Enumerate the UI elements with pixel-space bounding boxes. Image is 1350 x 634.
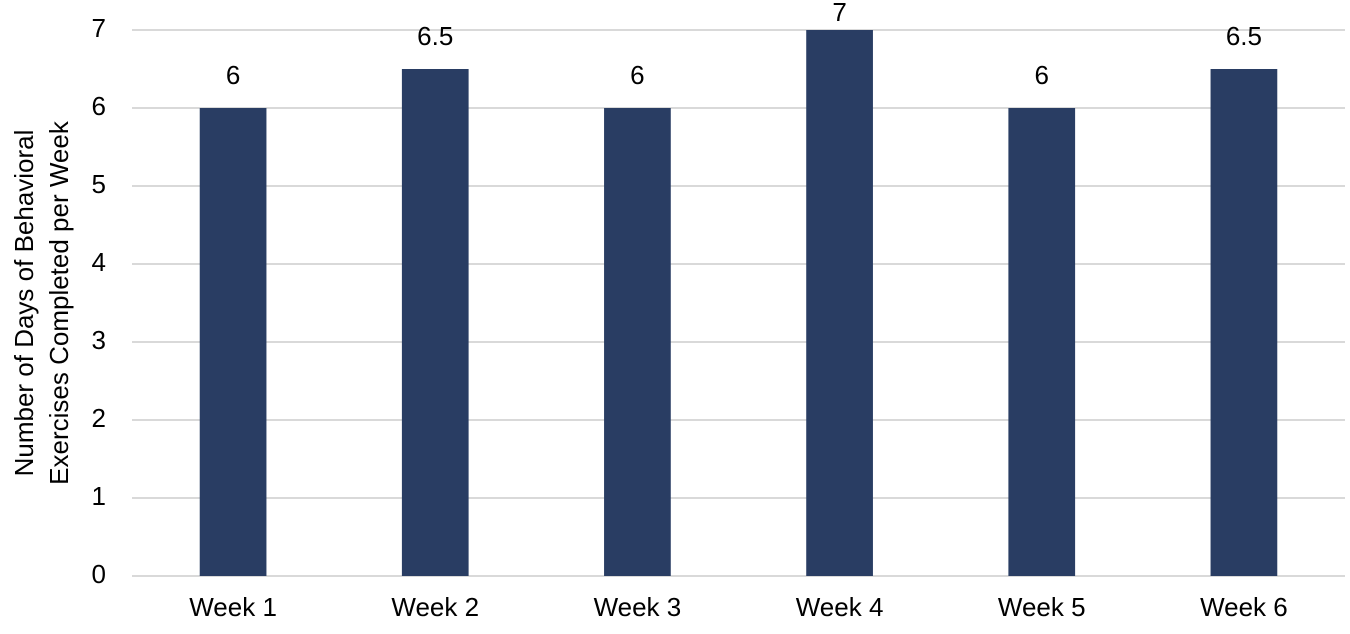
bar [199,108,267,576]
y-axis-label-group: Number of Days of Behavioral Exercises C… [9,120,74,485]
y-tick-label: 6 [92,91,106,121]
y-axis-label: Exercises Completed per Week [44,120,74,485]
data-label: 6.5 [417,21,453,51]
y-tick-label: 7 [92,13,106,43]
x-tick-label: Week 2 [391,592,479,622]
data-label: 6 [1035,60,1049,90]
data-label: 6.5 [1226,21,1262,51]
x-tick-label: Week 3 [594,592,682,622]
bar [401,69,469,576]
bar [806,30,873,576]
y-axis-label: Number of Days of Behavioral [9,130,39,477]
x-tick-label: Week 1 [189,592,277,622]
x-tick-label: Week 4 [796,592,884,622]
y-tick-label: 0 [92,559,106,589]
bar [604,108,671,576]
data-label: 6 [226,60,240,90]
data-label: 6 [630,60,644,90]
y-tick-label: 1 [92,481,106,511]
bar [1008,108,1076,576]
data-label: 7 [832,0,846,27]
x-tick-label: Week 5 [998,592,1086,622]
y-tick-label: 2 [92,403,106,433]
x-tick-label: Week 6 [1200,592,1288,622]
bar [1210,69,1278,576]
y-tick-label: 3 [92,325,106,355]
y-tick-label: 5 [92,169,106,199]
y-tick-label: 4 [92,247,106,277]
